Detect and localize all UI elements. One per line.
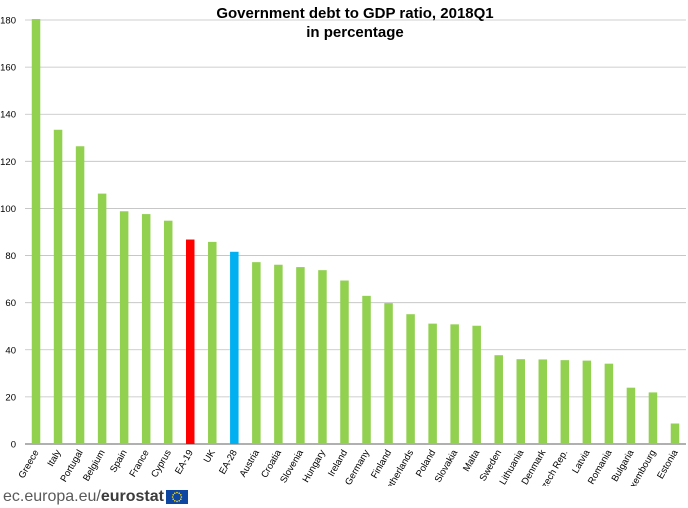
gridlines (25, 19, 686, 445)
bar-slovakia (450, 324, 459, 444)
y-tick-label: 60 (5, 298, 16, 309)
x-tick-label: Italy (45, 448, 63, 469)
bar-ea-19 (186, 239, 195, 444)
bar-germany (362, 295, 371, 444)
x-tick-label: Malta (461, 447, 482, 473)
bar-portugal (75, 146, 85, 444)
x-tick-label: UK (202, 447, 218, 465)
bar-estonia (670, 423, 680, 444)
footer-domain: ec.europa.eu/ (3, 488, 101, 505)
y-tick-label: 20 (5, 392, 16, 403)
y-tick-label: 160 (0, 63, 16, 74)
y-tick-label: 100 (0, 204, 16, 215)
bar-chart: 0 20 40 60 80 100 120 140 160 180 Greece ItalyPort… (0, 5, 686, 486)
bar-finland (384, 303, 393, 444)
bar-denmark (538, 359, 548, 444)
bar-croatia (274, 264, 283, 444)
bar-sweden (494, 355, 503, 444)
bar-luxembourg (648, 392, 658, 444)
bar-netherlands (406, 314, 415, 444)
y-tick-label: 80 (5, 251, 16, 262)
bar-slovenia (296, 267, 305, 444)
bar-ireland (340, 280, 349, 444)
y-tick-label: 180 (0, 16, 16, 27)
bar-hungary (318, 270, 327, 444)
x-tick-label: Cyprus (149, 448, 174, 480)
x-tick-label: EA-28 (217, 448, 240, 476)
y-axis-ticks: 0 20 40 60 80 100 120 140 160 180 (0, 16, 16, 451)
bar-lithuania (516, 359, 525, 444)
footer-brand: eurostat (100, 488, 164, 505)
x-tick-label: Greece (17, 448, 42, 480)
x-tick-label: Spain (108, 448, 130, 475)
y-tick-label: 0 (11, 440, 16, 451)
y-tick-label: 40 (5, 345, 16, 356)
bar-malta (472, 325, 481, 444)
bar-cyprus (163, 220, 173, 444)
bar-romania (604, 363, 614, 444)
y-tick-label: 140 (0, 110, 16, 121)
bar-poland (428, 323, 437, 444)
bars (31, 19, 680, 445)
bar-italy (53, 129, 63, 444)
bar-austria (252, 262, 261, 444)
chart-title: Government debt to GDP ratio, 2018Q1 (216, 5, 493, 22)
bar-france (141, 214, 151, 444)
x-tick-label: Estonia (655, 447, 681, 481)
chart-subtitle: in percentage (306, 24, 404, 41)
bar-belgium (97, 193, 107, 444)
bar-czech-rep (560, 360, 570, 444)
footer-branding: ec.europa.eu/eurostat (3, 487, 188, 507)
bar-greece (31, 19, 41, 445)
bar-spain (119, 211, 129, 444)
eu-flag-icon (165, 490, 188, 504)
y-tick-label: 120 (0, 157, 16, 168)
bar-bulgaria (626, 387, 636, 444)
x-tick-label: EA-19 (173, 448, 196, 476)
bar-latvia (582, 360, 592, 444)
bar-uk (208, 241, 217, 444)
x-tick-label: Latvia (570, 447, 593, 475)
bar-ea-28 (230, 251, 239, 444)
